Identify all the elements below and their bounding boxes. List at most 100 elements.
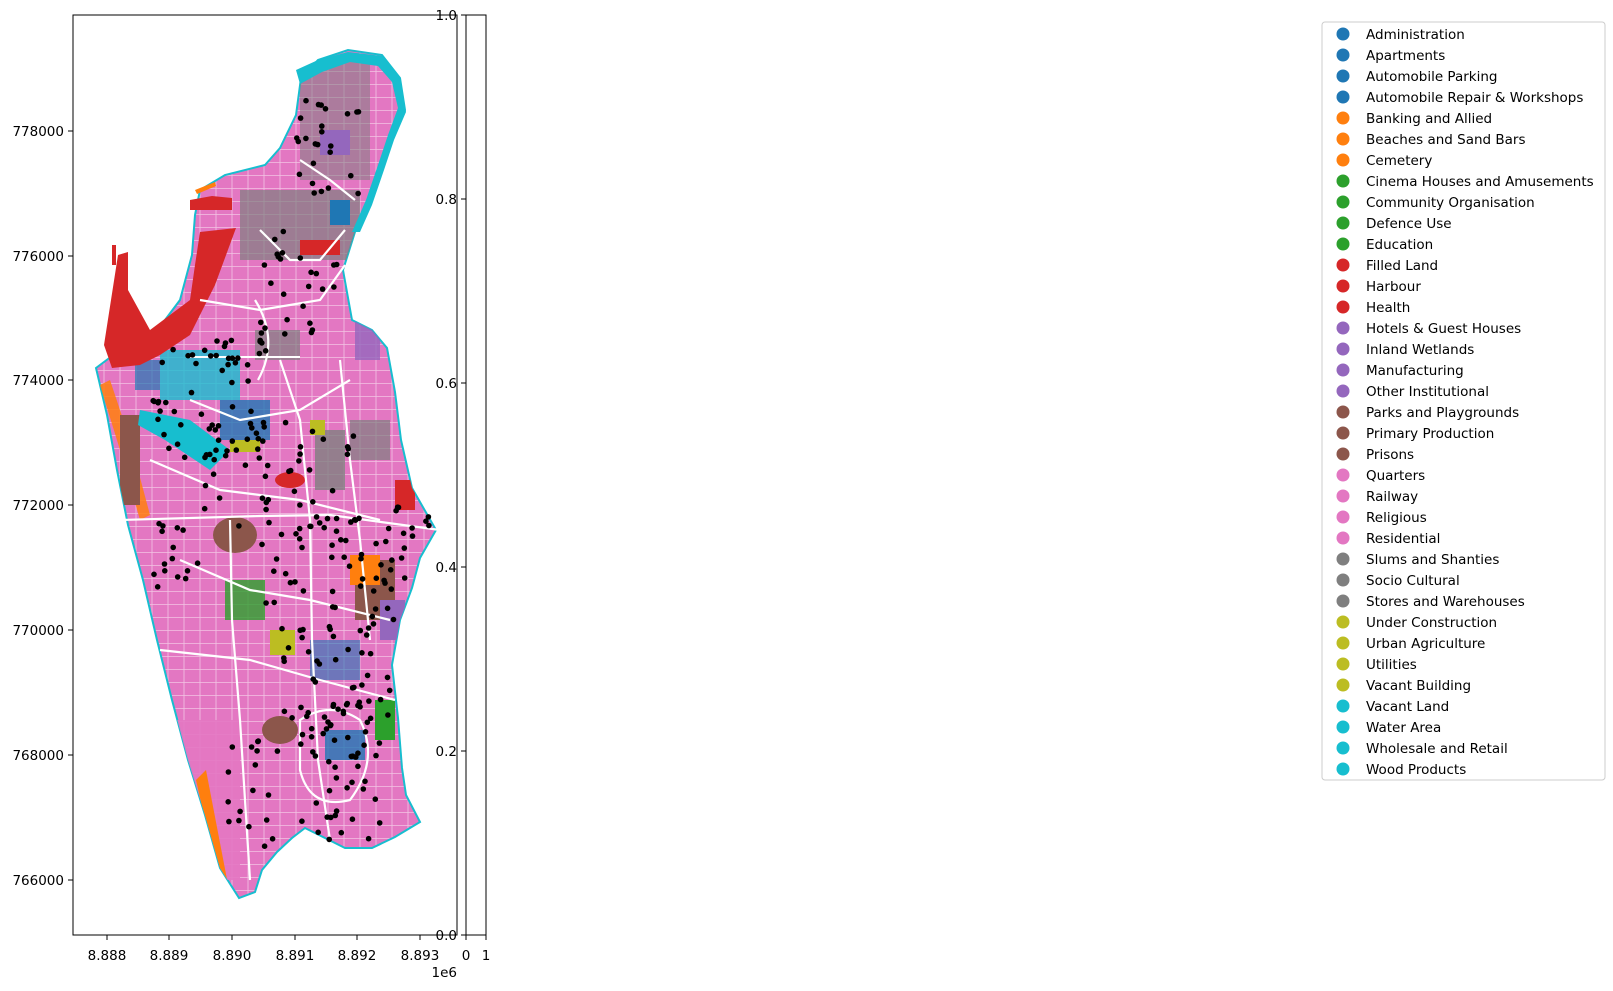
legend-item: Prisons xyxy=(1336,447,1414,463)
point-marker xyxy=(214,338,220,344)
point-marker xyxy=(296,536,303,542)
point-marker xyxy=(426,522,432,529)
point-marker xyxy=(355,763,361,770)
point-marker xyxy=(359,650,365,656)
point-marker xyxy=(346,563,353,569)
point-marker xyxy=(170,544,176,551)
point-marker xyxy=(281,708,288,715)
point-marker xyxy=(312,753,319,759)
point-marker xyxy=(296,525,303,532)
legend-marker-icon xyxy=(1336,153,1350,167)
y-tick: 766000 xyxy=(12,873,73,889)
legend-marker-icon xyxy=(1336,489,1350,503)
point-marker xyxy=(213,352,219,359)
colorbar-y-tick: 0.4 xyxy=(436,560,466,576)
point-marker xyxy=(198,411,205,418)
point-marker xyxy=(291,488,298,495)
legend-label: Vacant Building xyxy=(1366,678,1471,694)
point-marker xyxy=(359,576,366,582)
legend-item: Hotels & Guest Houses xyxy=(1336,321,1521,337)
colorbar-y-tick-label: 1.0 xyxy=(436,8,457,24)
legend-marker-icon xyxy=(1336,657,1350,671)
colorbar-y-tick: 0.2 xyxy=(436,744,466,760)
point-marker xyxy=(279,250,286,256)
x-tick: 8.890 xyxy=(213,935,251,964)
point-marker xyxy=(269,836,276,842)
point-marker xyxy=(174,574,181,580)
point-marker xyxy=(365,835,372,842)
point-marker xyxy=(387,567,394,573)
point-marker xyxy=(364,672,371,679)
point-marker xyxy=(310,676,317,682)
point-marker xyxy=(225,769,232,775)
point-marker xyxy=(262,473,269,480)
point-marker xyxy=(185,352,191,359)
point-marker xyxy=(315,829,322,836)
point-marker xyxy=(319,123,325,129)
point-marker xyxy=(282,331,288,337)
legend-label: Wholesale and Retail xyxy=(1366,741,1508,757)
point-marker xyxy=(258,330,265,336)
point-marker xyxy=(333,261,340,268)
point-marker xyxy=(255,435,262,442)
point-marker xyxy=(349,779,355,786)
point-marker xyxy=(300,303,306,310)
point-marker xyxy=(320,730,327,737)
point-marker xyxy=(383,538,389,545)
point-marker xyxy=(389,557,395,563)
legend-label: Other Institutional xyxy=(1366,384,1489,400)
point-marker xyxy=(201,505,208,512)
beach-strip xyxy=(196,770,230,895)
y-tick-label: 774000 xyxy=(12,373,64,389)
point-marker xyxy=(310,499,316,505)
point-marker xyxy=(151,571,157,578)
point-marker xyxy=(321,524,328,531)
point-marker xyxy=(262,348,269,354)
point-marker xyxy=(401,545,408,551)
point-marker xyxy=(332,604,338,611)
point-marker xyxy=(300,588,307,594)
point-marker xyxy=(316,520,323,526)
point-marker xyxy=(328,143,334,149)
point-marker xyxy=(180,527,186,533)
point-marker xyxy=(362,778,368,785)
point-marker xyxy=(254,748,260,754)
point-marker xyxy=(155,400,161,406)
legend-item: Automobile Parking xyxy=(1336,69,1497,85)
point-marker xyxy=(330,703,337,710)
point-markers xyxy=(150,97,432,849)
point-marker xyxy=(425,514,432,520)
point-marker xyxy=(330,633,337,640)
point-marker xyxy=(278,531,285,538)
point-marker xyxy=(376,740,383,746)
point-marker xyxy=(344,111,351,117)
y-tick: 778000 xyxy=(12,124,73,140)
legend-marker-icon xyxy=(1336,405,1350,419)
point-marker xyxy=(224,448,230,454)
point-marker xyxy=(194,560,201,566)
point-marker xyxy=(246,823,252,830)
y-tick: 774000 xyxy=(12,373,73,389)
point-marker xyxy=(174,525,181,531)
x-tick-label: 8.888 xyxy=(88,948,127,964)
point-marker xyxy=(308,734,315,740)
legend-label: Socio Cultural xyxy=(1366,573,1460,589)
point-marker xyxy=(215,437,222,444)
legend-marker-icon xyxy=(1336,447,1350,461)
legend-item: Filled Land xyxy=(1336,258,1438,274)
point-marker xyxy=(348,172,354,179)
point-marker xyxy=(400,530,407,537)
legend-item: Banking and Allied xyxy=(1336,111,1492,127)
point-marker xyxy=(327,626,334,633)
legend-marker-icon xyxy=(1336,741,1350,755)
point-marker xyxy=(263,506,269,513)
legend-label: Administration xyxy=(1366,27,1465,43)
legend-item: Vacant Land xyxy=(1336,699,1449,715)
legend-label: Filled Land xyxy=(1366,258,1438,274)
point-marker xyxy=(161,561,168,567)
legend-label: Primary Production xyxy=(1366,426,1494,442)
point-marker xyxy=(171,408,178,415)
point-marker xyxy=(299,634,305,641)
legend-item: Beaches and Sand Bars xyxy=(1336,132,1526,148)
colorbar-x-ticks: 0 1 xyxy=(462,935,490,964)
